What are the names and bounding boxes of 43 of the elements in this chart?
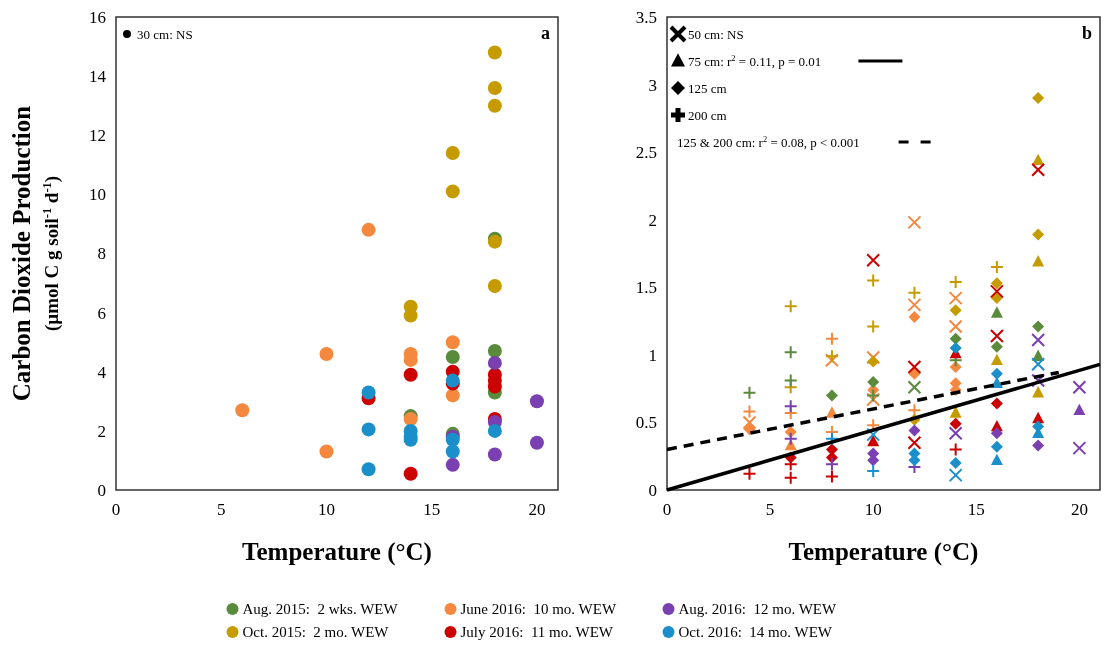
x-tick-label: 5 [216,500,226,519]
y-tick-label: 10 [89,185,106,205]
y-tick-label: 4 [97,362,107,382]
y-tick-label: 6 [97,303,106,323]
x-tick-label: 0 [111,500,121,519]
x-tick-label: 5 [765,500,775,519]
x-axis-title: Temperature (°C) [788,538,979,566]
y-tick-label: 1 [648,345,657,365]
legend-label: June 2016: 10 mo. WEW [460,601,617,618]
y-tick-label: 1.5 [635,278,657,298]
y-tick-label: 12 [89,126,106,146]
y-tick-label: 0 [97,480,106,500]
legend-label: Aug. 2015: 2 wks. WEW [242,601,399,618]
x-axis-title: Temperature (°C) [242,538,432,566]
y-tick-label: 8 [97,244,106,264]
x-tick-label: 0 [662,500,672,519]
y-tick-label: 0.5 [635,413,657,433]
annotation: 125 & 200 cm: r$^{2}$ = 0.08, p < 0.001 [677,133,860,150]
annotation: b [1081,23,1092,43]
x-tick-label: 20 [1070,500,1088,519]
legend-label: Oct. 2016: 14 mo. WEW [678,624,833,641]
annotation: 75 cm: r$^{2}$ = 0.11, p = 0.01 [688,52,822,69]
legend-label: Oct. 2015: 2 mo. WEW [242,624,390,641]
annotation: 30 cm: NS [137,26,193,42]
x-tick-label: 10 [317,500,335,519]
x-tick-label: 10 [864,500,882,519]
y-tick-label: 2 [648,210,657,230]
annotation: 200 cm [688,107,727,123]
y-tick-label: 3.5 [635,7,657,27]
annotation: 125 cm [688,80,727,96]
x-tick-label: 20 [528,500,546,519]
y-tick-label: 0 [648,480,657,500]
y-tick-label: 2.5 [635,143,657,163]
legend-label: Aug. 2016: 12 mo. WEW [678,601,837,618]
y-tick-label: 16 [89,7,106,27]
x-tick-label: 15 [967,500,985,519]
annotation: a [541,23,550,43]
x-tick-label: 15 [423,500,441,519]
y-tick-label: 14 [89,67,107,87]
legend-label: July 2016: 11 mo. WEW [460,624,614,641]
annotation: 50 cm: NS [688,26,744,42]
y-tick-label: 3 [648,75,657,95]
y-tick-label: 2 [97,421,106,441]
